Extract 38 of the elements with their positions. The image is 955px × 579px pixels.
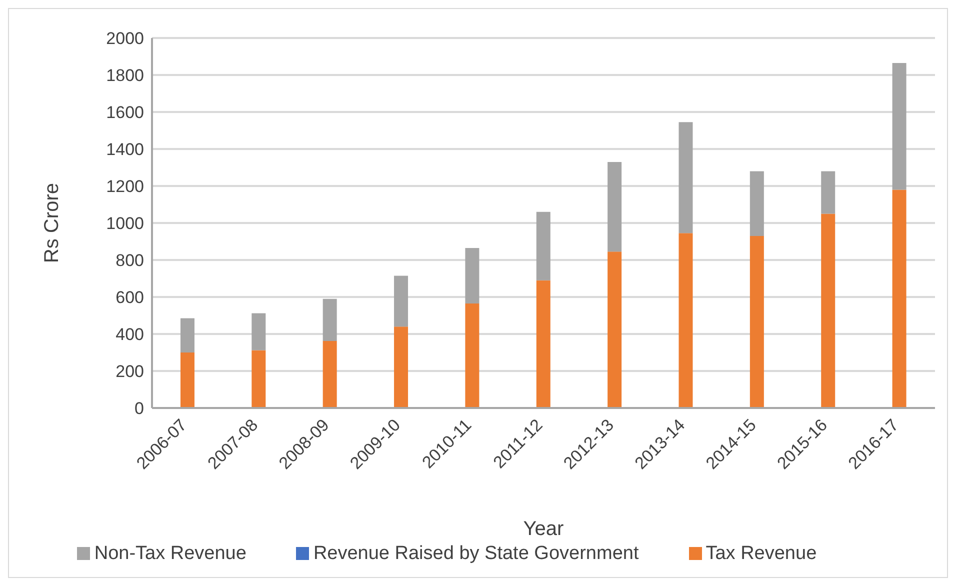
legend-label: Tax Revenue [706,543,817,564]
y-axis-title: Rs Crore [41,182,64,264]
y-tick-label: 400 [116,325,144,344]
bar [608,162,622,252]
y-tick-label: 1600 [106,103,144,122]
bar [322,341,337,408]
y-tick-label: 0 [134,399,144,418]
bar [394,326,408,408]
bar [536,280,550,408]
bar [465,303,480,408]
bar [678,122,693,234]
bar [678,233,693,408]
bar [821,171,836,214]
bar [892,190,906,408]
bar [821,214,836,408]
bar [892,62,906,190]
legend-label: Non-Tax Revenue [94,543,246,564]
bar [180,318,194,352]
bar [180,352,194,408]
y-tick-label: 2000 [106,29,144,48]
y-tick-label: 1400 [106,140,144,160]
bar [536,212,550,280]
bar [750,236,764,408]
y-tick-label: 1000 [106,214,144,234]
y-tick-label: 1800 [106,66,144,86]
bar [252,350,266,408]
bar [252,313,266,350]
bar [322,298,337,342]
legend-label: Revenue Raised by State Government [313,543,639,564]
y-tick-label: 200 [116,362,144,382]
bar [394,276,408,327]
y-tick-label: 600 [116,288,144,308]
y-tick-label: 800 [116,251,144,270]
bar [608,252,622,408]
bar [465,248,480,304]
y-tick-label: 1200 [106,177,144,196]
x-axis-title: Year [523,518,564,540]
bar [750,171,764,236]
